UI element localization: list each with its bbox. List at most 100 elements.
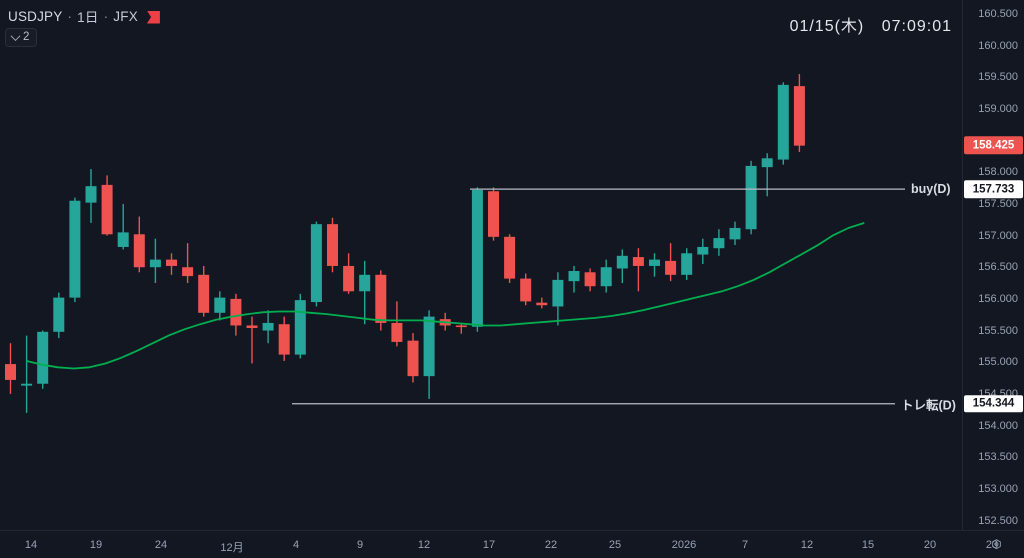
- candle-body: [310, 224, 322, 303]
- price-tick-label: 155.000: [978, 356, 1018, 369]
- date-label: 01/15(木): [789, 18, 865, 35]
- candle-body: [552, 279, 564, 307]
- time-tick-label: 25: [608, 539, 622, 551]
- candle-body: [278, 324, 290, 355]
- title-separator-2: ·: [103, 8, 109, 24]
- last-price-badge[interactable]: 158.425: [964, 136, 1023, 155]
- price-tick-label: 159.000: [978, 102, 1018, 115]
- candle-body: [713, 238, 725, 249]
- candle-body: [343, 265, 355, 292]
- candle-body: [568, 271, 580, 282]
- time-label: 07:09:01: [881, 18, 952, 35]
- time-tick-label: 23: [985, 539, 999, 551]
- time-tick-label: 12: [417, 539, 431, 551]
- chart-plot-area[interactable]: [0, 0, 962, 530]
- candle-body: [149, 259, 161, 268]
- candle-body: [166, 259, 177, 266]
- price-tick-label: 153.000: [978, 482, 1018, 495]
- moving-average-line: [26, 222, 865, 370]
- candle-body: [649, 259, 660, 266]
- candlestick-svg: [5, 74, 905, 413]
- price-tick-label: 153.500: [978, 451, 1018, 464]
- candle-body: [359, 274, 371, 292]
- title-separator-1: ·: [67, 8, 73, 24]
- candle-body: [69, 200, 81, 298]
- candle-body: [101, 184, 113, 235]
- candle-body: [423, 316, 435, 377]
- candle-body: [21, 383, 33, 386]
- candle-body: [793, 86, 805, 146]
- candle-body: [214, 297, 226, 313]
- candle-body: [665, 260, 677, 275]
- candle-body: [182, 267, 194, 277]
- time-axis[interactable]: 14 19 24 12月 4 9 12 17 22 25 2026 7 12 15 20 23: [0, 530, 1024, 558]
- candle-body: [681, 253, 693, 275]
- candle-body: [504, 236, 516, 279]
- time-tick-label: 22: [544, 539, 558, 551]
- candle-body: [697, 246, 709, 255]
- candle-body: [584, 272, 596, 287]
- time-tick-label: 14: [24, 539, 38, 551]
- price-tick-label: 160.500: [978, 7, 1018, 20]
- time-tick-label: 17: [482, 539, 496, 551]
- time-tick-label: 12: [800, 539, 814, 551]
- time-tick-label: 4: [292, 539, 300, 551]
- time-tick-label: 19: [89, 539, 103, 551]
- candle-body: [262, 322, 274, 331]
- red-flag-icon: [146, 10, 160, 24]
- price-axis[interactable]: 160.500160.000159.500159.000158.500158.0…: [962, 0, 1024, 530]
- candle-body: [246, 325, 258, 329]
- annotation-label-0[interactable]: buy(D): [911, 182, 951, 197]
- candle-body: [5, 364, 16, 380]
- candle-body: [616, 255, 628, 269]
- price-tick-label: 152.500: [978, 514, 1018, 527]
- annotation-label-1[interactable]: トレ転(D): [901, 398, 956, 413]
- time-tick-label: 15: [861, 539, 875, 551]
- candle-body: [327, 224, 338, 266]
- candle-body: [455, 325, 467, 328]
- candle-body: [488, 191, 499, 237]
- chart-title-bar[interactable]: USDJPY · 1日 · JFX: [8, 6, 160, 26]
- gear-icon[interactable]: [989, 538, 1004, 553]
- price-tick-label: 158.000: [978, 166, 1018, 179]
- candle-body: [391, 322, 403, 342]
- broker-label[interactable]: JFX: [113, 8, 138, 24]
- price-tick-label: 160.000: [978, 39, 1018, 52]
- price-tick-label: 157.500: [978, 197, 1018, 210]
- price-tick-label: 155.500: [978, 324, 1018, 337]
- time-tick-label: 12月: [220, 542, 244, 554]
- price-tick-label: 156.500: [978, 261, 1018, 274]
- candle-body: [536, 302, 548, 306]
- price-tick-label: 154.000: [978, 419, 1018, 432]
- candle-body: [198, 274, 210, 313]
- time-tick-label: 7: [741, 539, 749, 551]
- candle-body: [407, 340, 419, 377]
- interval-label[interactable]: 1日: [77, 10, 99, 25]
- level-price-badge-1[interactable]: 154.344: [964, 394, 1023, 413]
- price-tick-label: 157.000: [978, 229, 1018, 242]
- candle-body: [600, 267, 612, 287]
- candle-body: [37, 331, 49, 384]
- candle-body: [777, 84, 789, 160]
- candle-body: [53, 297, 65, 332]
- candle-body: [745, 165, 757, 230]
- time-tick-label: 9: [356, 539, 364, 551]
- time-tick-label: 24: [154, 539, 168, 551]
- price-tick-label: 156.000: [978, 292, 1018, 305]
- candle-body: [375, 274, 387, 323]
- timeframe-count-label: 2: [23, 31, 30, 43]
- candle-body: [294, 300, 306, 355]
- level-price-badge-0[interactable]: 157.733: [964, 180, 1023, 198]
- time-tick-label: 2026: [671, 539, 697, 551]
- timeframe-dropdown-button[interactable]: 2: [5, 28, 38, 47]
- time-tick-label: 20: [923, 539, 937, 551]
- symbol-label[interactable]: USDJPY: [8, 8, 63, 24]
- candle-body: [230, 298, 242, 326]
- datetime-display: 01/15(木) 07:09:01: [790, 12, 952, 36]
- price-tick-label: 159.500: [978, 71, 1018, 84]
- candle-body: [761, 158, 773, 168]
- candle-body: [632, 257, 644, 266]
- candle-body: [471, 189, 483, 327]
- candle-body: [133, 234, 145, 268]
